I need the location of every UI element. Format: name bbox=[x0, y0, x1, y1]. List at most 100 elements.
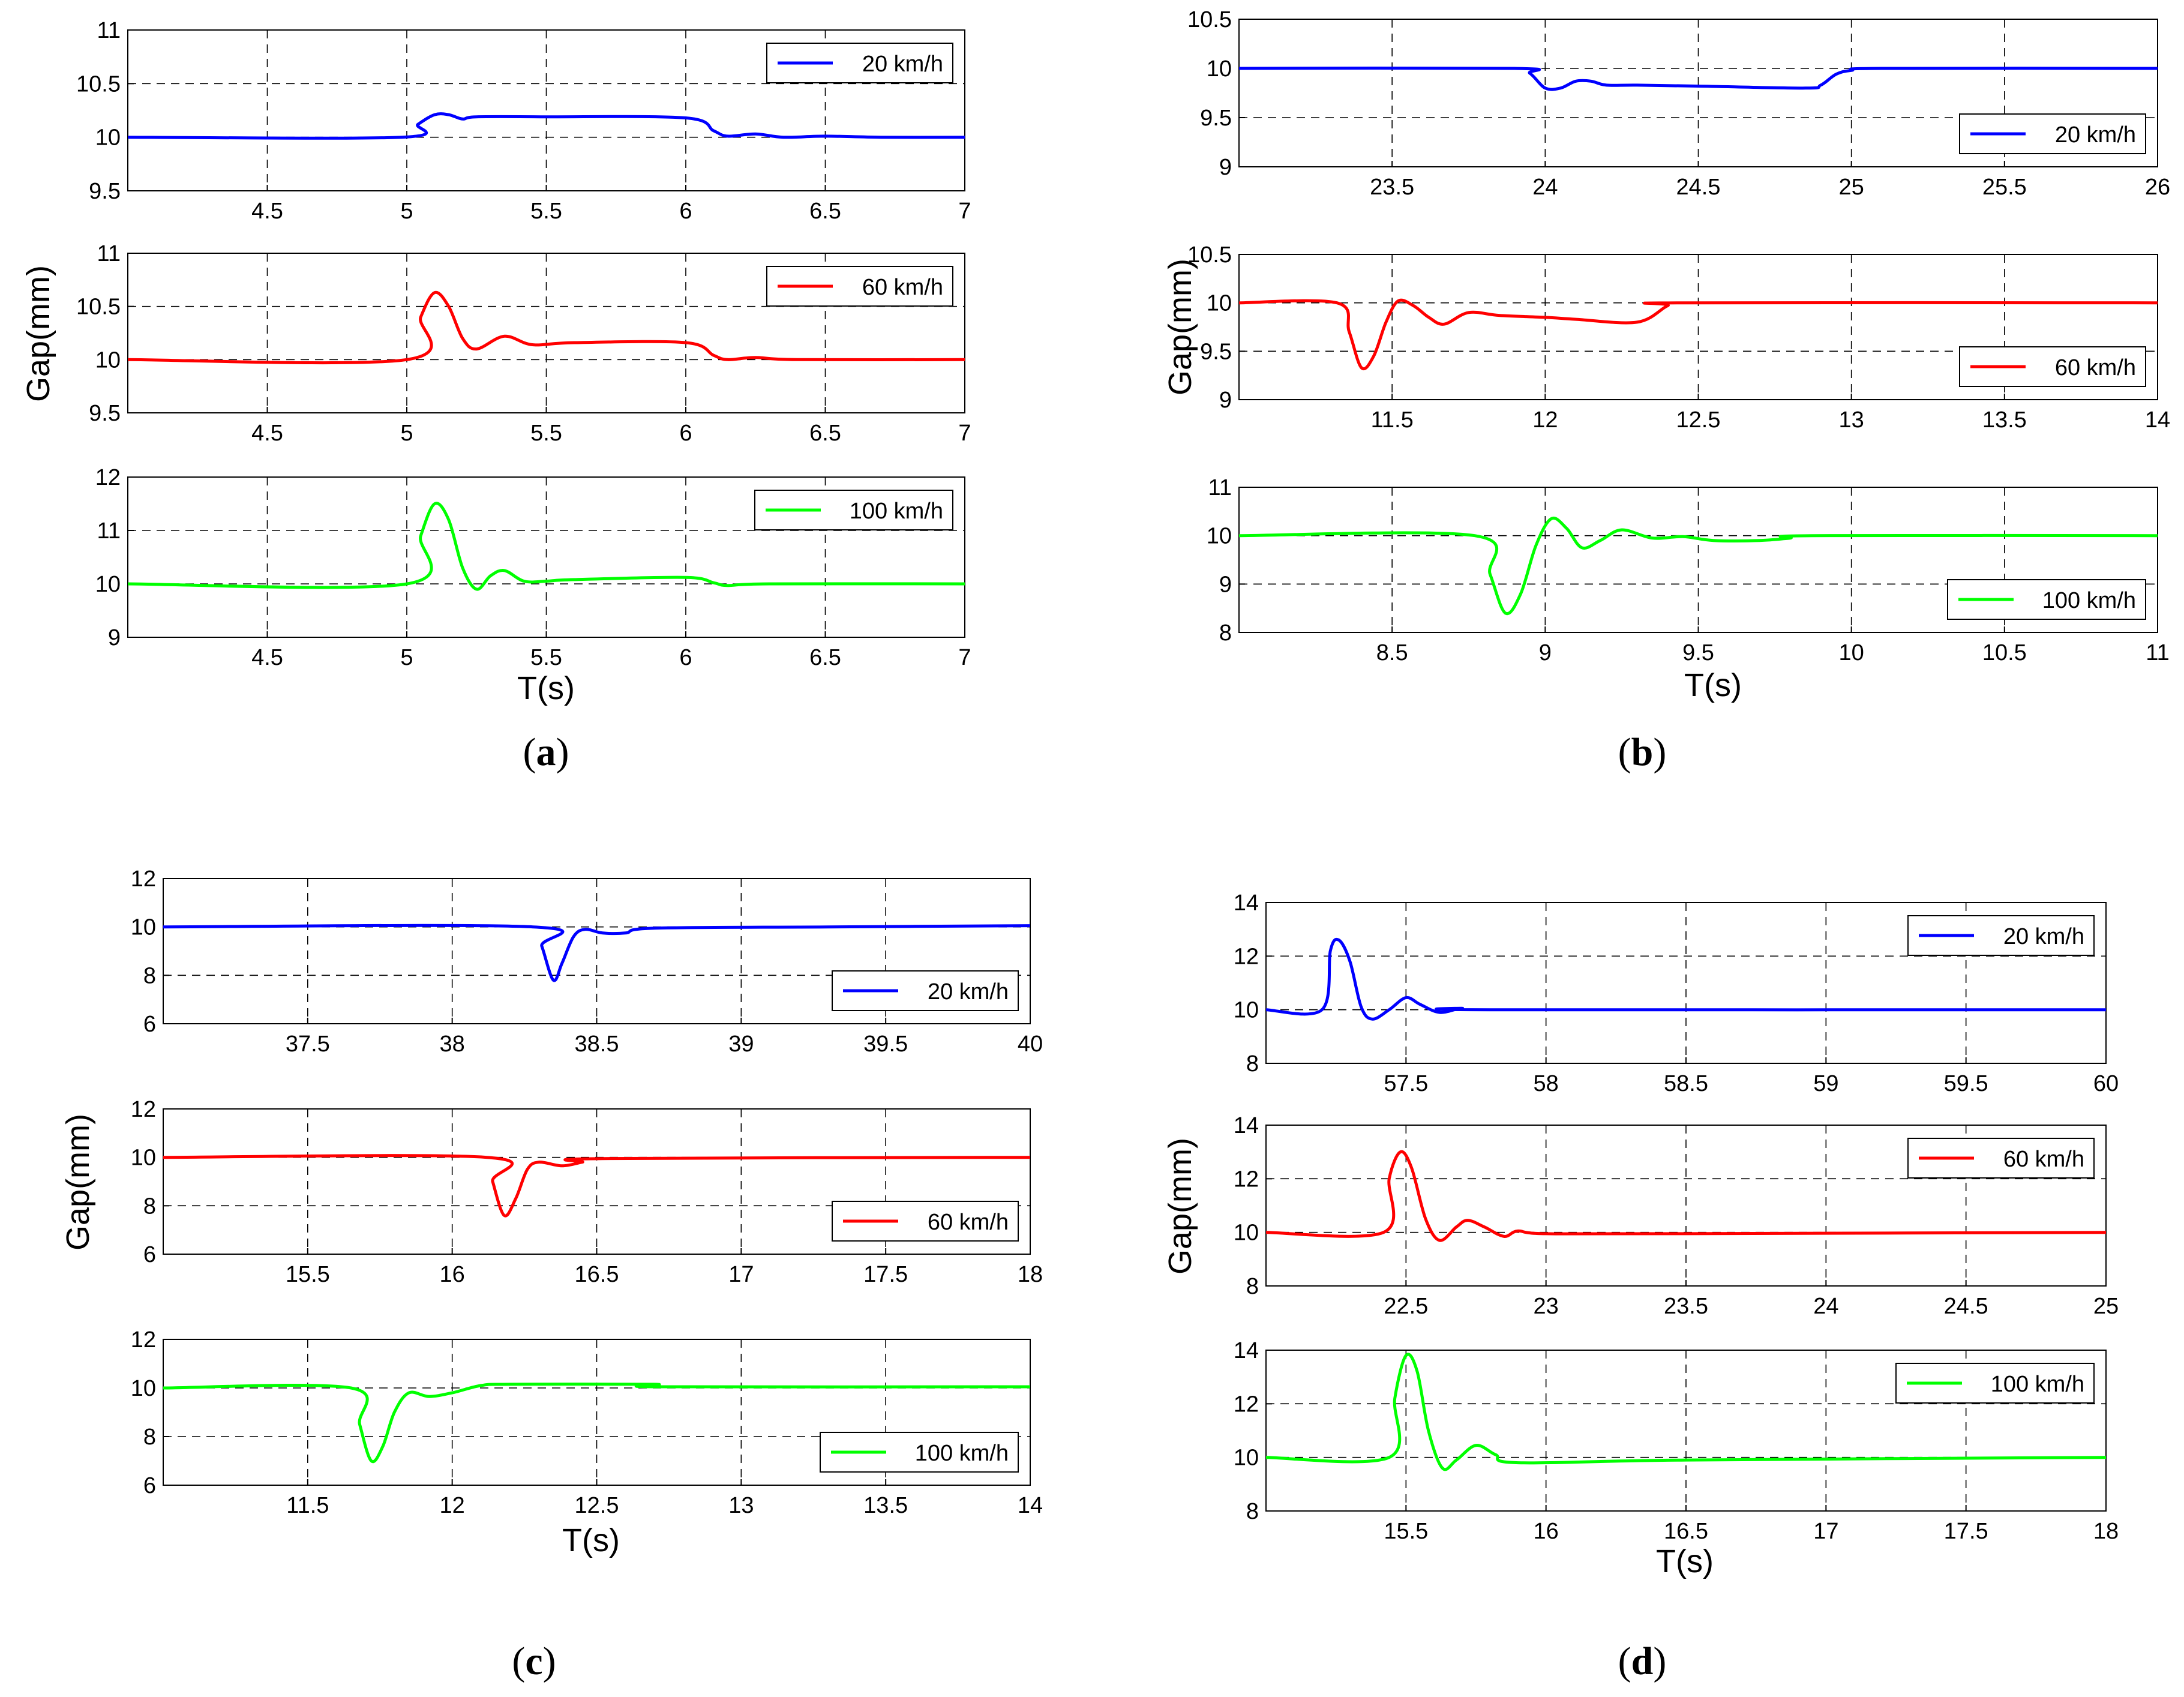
y-tick-label: 9.5 bbox=[1200, 339, 1232, 364]
y-tick-label: 8 bbox=[143, 1194, 156, 1219]
y-tick-label: 10.5 bbox=[1187, 7, 1232, 32]
x-axis-label: T(s) bbox=[517, 670, 575, 706]
y-tick-label: 10 bbox=[1207, 524, 1232, 549]
y-axis-label: Gap(mm) bbox=[1162, 1138, 1198, 1275]
legend-label: 20 km/h bbox=[928, 979, 1009, 1005]
x-tick-label: 59.5 bbox=[1944, 1071, 1988, 1096]
y-tick-label: 10.5 bbox=[76, 71, 121, 97]
subplot-3: 15.5 16 16.5 17 17.5 18 8 10 12 14 100 km/h bbox=[1234, 1338, 2119, 1544]
x-tick-label: 13.5 bbox=[1982, 407, 2027, 433]
y-tick-label: 10.5 bbox=[76, 295, 121, 320]
x-axis-label: T(s) bbox=[1684, 667, 1742, 703]
x-tick-label: 17.5 bbox=[1944, 1519, 1988, 1544]
x-tick-label: 38.5 bbox=[575, 1032, 619, 1057]
legend-label: 60 km/h bbox=[862, 275, 943, 300]
x-tick-label: 17 bbox=[1813, 1519, 1838, 1544]
x-tick-label: 5 bbox=[400, 645, 413, 670]
subplot-3: 4.5 5 5.5 6 6.5 7 9 10 11 12 100 km/h bbox=[95, 465, 971, 670]
subplot-1: 4.5 5 5.5 6 6.5 7 9.5 10 10.5 11 20 km/h bbox=[76, 18, 971, 224]
panel-caption: (c) bbox=[512, 1639, 556, 1683]
legend-label: 100 km/h bbox=[1991, 1372, 2084, 1397]
x-tick-label: 6.5 bbox=[809, 645, 841, 670]
series-line bbox=[1238, 66, 2158, 91]
x-tick-label: 10 bbox=[1839, 640, 1864, 665]
series-line bbox=[163, 1154, 1031, 1218]
x-tick-label: 4.5 bbox=[251, 421, 283, 446]
legend-label: 20 km/h bbox=[2055, 122, 2136, 148]
y-tick-label: 9 bbox=[1219, 572, 1232, 597]
x-tick-label: 5 bbox=[400, 421, 413, 446]
x-tick-label: 18 bbox=[1018, 1262, 1043, 1287]
subplot-2: 4.5 5 5.5 6 6.5 7 9.5 10 10.5 11 60 km/h bbox=[76, 241, 971, 446]
x-tick-label: 11 bbox=[2146, 640, 2169, 665]
y-tick-label: 10 bbox=[1207, 56, 1232, 82]
series-line bbox=[1265, 1150, 2107, 1242]
x-tick-label: 15.5 bbox=[286, 1262, 330, 1287]
y-tick-label: 8 bbox=[143, 1425, 156, 1450]
y-tick-label: 10 bbox=[131, 1146, 156, 1171]
x-tick-label: 6 bbox=[679, 421, 692, 446]
y-tick-label: 8 bbox=[1219, 620, 1232, 646]
series-line bbox=[1265, 1353, 2107, 1471]
x-tick-label: 16.5 bbox=[575, 1262, 619, 1287]
y-tick-label: 12 bbox=[95, 465, 121, 490]
x-tick-label: 8.5 bbox=[1376, 640, 1408, 665]
x-tick-label: 37.5 bbox=[286, 1032, 330, 1057]
x-tick-label: 9.5 bbox=[1682, 640, 1714, 665]
y-tick-label: 11 bbox=[97, 241, 121, 266]
x-tick-label: 39.5 bbox=[863, 1032, 908, 1057]
y-tick-label: 12 bbox=[1234, 944, 1259, 969]
y-tick-label: 12 bbox=[131, 1327, 156, 1353]
y-tick-label: 10 bbox=[95, 572, 121, 597]
legend-label: 100 km/h bbox=[850, 499, 943, 524]
series-line bbox=[1265, 937, 2107, 1021]
y-tick-label: 8 bbox=[1246, 1274, 1259, 1299]
series-line bbox=[127, 290, 965, 365]
y-tick-label: 14 bbox=[1234, 891, 1259, 916]
x-tick-label: 17 bbox=[728, 1262, 754, 1287]
x-tick-label: 16 bbox=[440, 1262, 465, 1287]
legend-label: 20 km/h bbox=[2003, 924, 2084, 949]
y-tick-label: 9 bbox=[1219, 388, 1232, 413]
legend-label: 60 km/h bbox=[2055, 355, 2136, 380]
y-tick-label: 10 bbox=[95, 347, 121, 373]
y-tick-label: 10.5 bbox=[1187, 242, 1232, 268]
x-tick-label: 11.5 bbox=[1371, 407, 1414, 433]
legend: 60 km/h bbox=[832, 1201, 1019, 1242]
legend: 60 km/h bbox=[1907, 1138, 2095, 1179]
x-tick-label: 24 bbox=[1532, 175, 1558, 200]
x-tick-label: 4.5 bbox=[251, 199, 283, 224]
y-tick-label: 6 bbox=[143, 1012, 156, 1037]
series-line bbox=[163, 1383, 1031, 1464]
y-tick-label: 11 bbox=[97, 518, 121, 544]
y-tick-label: 14 bbox=[1234, 1113, 1259, 1138]
x-tick-label: 22.5 bbox=[1384, 1294, 1428, 1319]
x-tick-label: 59 bbox=[1813, 1071, 1838, 1096]
x-tick-label: 15.5 bbox=[1384, 1519, 1428, 1544]
panel-c: 37.5 38 38.5 39 39.5 40 6 8 10 12 20 km/h 15.5 16 16.… bbox=[60, 867, 1043, 1683]
x-tick-label: 10.5 bbox=[1982, 640, 2027, 665]
y-tick-label: 12 bbox=[131, 1097, 156, 1122]
panel-caption: (a) bbox=[523, 730, 569, 774]
series-line bbox=[1238, 516, 2158, 616]
series-line bbox=[127, 112, 965, 140]
x-axis-label: T(s) bbox=[562, 1522, 620, 1558]
x-tick-label: 12 bbox=[1532, 407, 1558, 433]
y-axis-label: Gap(mm) bbox=[60, 1114, 96, 1251]
x-tick-label: 12 bbox=[440, 1493, 465, 1518]
panel-caption: (d) bbox=[1618, 1639, 1667, 1683]
x-tick-label: 5.5 bbox=[530, 645, 562, 670]
y-tick-label: 9.5 bbox=[89, 179, 121, 204]
legend-label: 20 km/h bbox=[862, 52, 943, 77]
x-tick-label: 16 bbox=[1534, 1519, 1559, 1544]
y-tick-label: 12 bbox=[1234, 1392, 1259, 1417]
x-tick-label: 25.5 bbox=[1982, 175, 2027, 200]
x-tick-label: 5.5 bbox=[530, 199, 562, 224]
x-tick-label: 14 bbox=[2145, 407, 2170, 433]
y-tick-label: 12 bbox=[1234, 1167, 1259, 1192]
series-line bbox=[163, 924, 1031, 982]
x-tick-label: 13.5 bbox=[863, 1493, 908, 1518]
x-tick-label: 58 bbox=[1534, 1071, 1559, 1096]
subplot-1: 37.5 38 38.5 39 39.5 40 6 8 10 12 20 km/h bbox=[131, 867, 1043, 1057]
